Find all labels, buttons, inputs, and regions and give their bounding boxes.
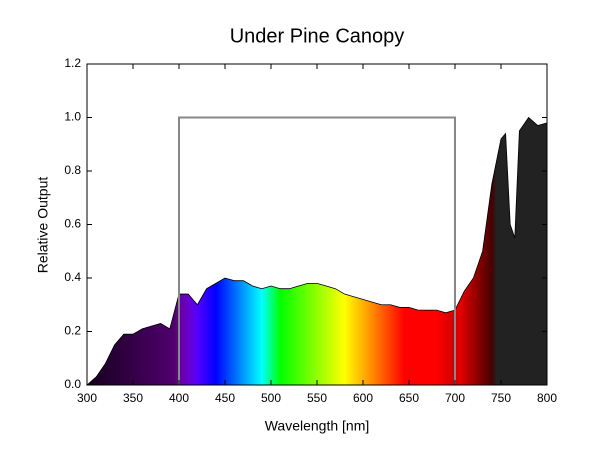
x-tick-label: 550 [307, 391, 327, 405]
y-axis-title: Relative Output [35, 177, 51, 274]
x-tick-label: 800 [537, 391, 557, 405]
y-tick-label: 0.8 [64, 163, 81, 177]
y-tick-label: 1.2 [64, 56, 81, 70]
x-axis-title: Wavelength [nm] [265, 418, 370, 434]
x-tick-label: 300 [77, 391, 97, 405]
x-tick-label: 750 [491, 391, 511, 405]
x-tick-label: 450 [215, 391, 235, 405]
y-tick-label: 0.0 [64, 377, 81, 391]
y-tick-label: 0.6 [64, 217, 81, 231]
y-tick-label: 0.4 [64, 270, 81, 284]
x-tick-label: 600 [353, 391, 373, 405]
par-box [178, 116, 456, 385]
x-tick-label: 500 [261, 391, 281, 405]
x-tick-label: 700 [445, 391, 465, 405]
spectrum-area [85, 116, 548, 386]
x-tick-label: 350 [123, 391, 143, 405]
y-tick-label: 1.0 [64, 110, 81, 124]
y-tick-label: 0.2 [64, 324, 81, 338]
x-tick-label: 400 [169, 391, 189, 405]
x-tick-label: 650 [399, 391, 419, 405]
chart-title: Under Pine Canopy [230, 25, 405, 47]
